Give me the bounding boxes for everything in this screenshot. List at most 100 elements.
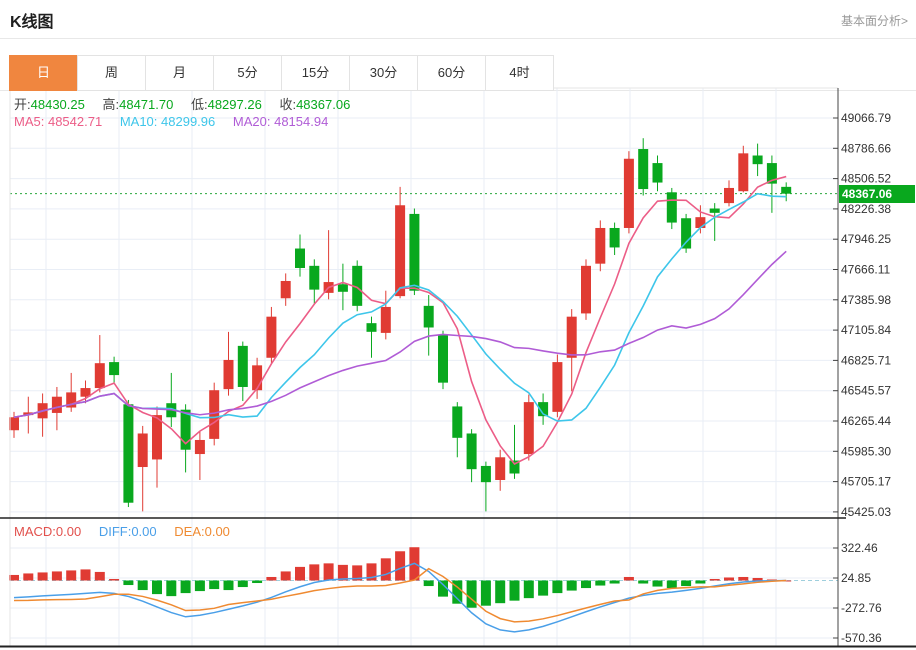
macd-histogram-bar [51,571,62,581]
candle-body [94,363,105,389]
macd-histogram-bar [738,576,749,581]
macd-histogram-bar [623,576,634,581]
tab-4时[interactable]: 4时 [485,55,554,91]
ma20-label: MA20: [232,114,271,129]
candle-body [223,359,234,390]
high-value: 48471.70 [119,97,174,112]
candle-body [724,187,734,204]
candle-body [480,465,491,483]
candle-body [552,362,563,412]
price-axis-label: 45425.03 [841,505,891,519]
macd-histogram-bar [94,571,105,581]
price-axis-label: 45985.30 [841,444,891,458]
candle-body [752,155,763,165]
macd-histogram-bar [609,580,620,584]
candle-body [352,265,363,306]
candle-body [495,457,506,480]
candle-body [438,335,448,383]
candle-body [194,439,205,455]
candle-body [9,417,19,431]
open-label: 开: [14,97,31,112]
tab-60分[interactable]: 60分 [417,55,486,91]
ohlc-high: 高:48471.70 [102,97,173,112]
macd-histogram-bar [266,576,277,581]
candle-body [237,345,248,387]
tab-月[interactable]: 月 [145,55,214,91]
candle-body [638,149,649,190]
candle-body [337,284,348,292]
macd-histogram-bar [566,580,577,591]
macd-histogram-bar [480,580,491,606]
macd-histogram-bar [438,580,448,597]
candle-body [538,402,549,417]
candle-body [709,208,720,213]
candle-body [380,306,391,333]
macd-histogram-bar [509,580,520,601]
tab-15分[interactable]: 15分 [281,55,350,91]
candle-body [66,392,77,408]
macd-label: MACD: [14,524,56,539]
candle-body [681,218,692,249]
macd-axis-label: -272.76 [841,601,882,615]
diff-line [13,562,787,633]
ma20-line [13,250,787,419]
candle-body [781,186,792,194]
diff-value: 0.00 [131,524,157,539]
candle-body [180,409,191,450]
macd-histogram-bar [595,580,606,586]
candle-body [252,365,263,391]
macd-value: 0.00 [55,524,82,539]
price-axis-label: 48786.66 [841,141,891,155]
macd-histogram-bar [752,577,763,581]
candle-body [137,433,148,468]
macd-histogram-bar [323,563,334,581]
macd-histogram-bar [180,580,191,594]
macd-histogram-bar [423,580,434,587]
candle-body [309,265,320,290]
price-axis-label: 47666.11 [841,263,890,277]
candle-body [695,217,706,228]
macd-histogram-bar [166,580,177,597]
current-price-tag: 48367.06 [839,185,915,203]
macd-histogram-bar [681,580,692,587]
close-value: 48367.06 [296,97,351,112]
candle-body [280,280,291,299]
candle-body [595,227,606,264]
price-axis-label: 47105.84 [841,323,891,337]
tab-周[interactable]: 周 [77,55,146,91]
dea-label: DEA: [174,524,205,539]
dea-line [13,567,787,623]
candle-body [366,323,377,332]
price-axis-label: 48226.38 [841,202,891,216]
ma5-legend: MA5: 48542.71 [14,114,102,129]
macd-histogram-bar [37,572,48,581]
macd-histogram-bar [581,580,591,589]
macd-histogram-bar [652,580,663,587]
candle-body [466,433,477,470]
tab-30分[interactable]: 30分 [349,55,418,91]
tab-5分[interactable]: 5分 [213,55,282,91]
macd-histogram-bar [137,580,148,591]
macd-legend: MACD:0.00 DIFF:0.00 DEA:0.00 [14,524,244,539]
open-value: 48430.25 [30,97,85,112]
price-axis-label: 49066.79 [841,111,891,125]
tab-日[interactable]: 日 [9,55,78,91]
candle-body [766,163,777,184]
candle-body [80,388,91,397]
candle-body [509,460,520,474]
macd-histogram-bar [709,578,720,581]
low-value: 48297.26 [207,97,262,112]
candle-body [51,396,62,413]
close-label: 收: [279,97,297,112]
macd-histogram-bar [209,580,220,590]
ohlc-low: 低:48297.26 [191,97,262,112]
candle-body [295,248,305,268]
candle-body [109,362,120,376]
candle-body [409,213,420,291]
macd-histogram-bar [194,580,205,592]
macd-histogram-bar [280,571,291,581]
price-axis-label: 47385.98 [841,293,891,307]
fundamental-analysis-link[interactable]: 基本面分析> [840,14,908,28]
macd-histogram-bar [237,580,248,588]
